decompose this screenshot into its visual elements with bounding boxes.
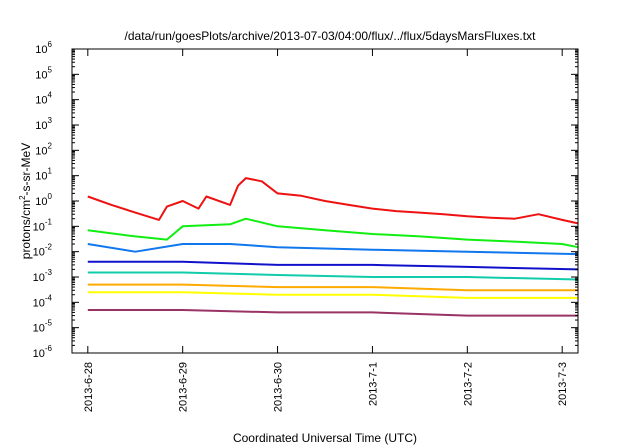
x-tick-label: 2013-7-3 xyxy=(557,362,569,406)
y-tick-label-exp: -1 xyxy=(45,217,53,226)
y-tick-label: 103 xyxy=(35,116,52,132)
y-tick-label-base: 10 xyxy=(35,120,47,132)
y-tick-label-exp: 4 xyxy=(48,91,53,100)
y-tick-label-exp: 0 xyxy=(48,192,53,201)
chart-title: /data/run/goesPlots/archive/2013-07-03/0… xyxy=(125,29,537,43)
series-line-7 xyxy=(87,291,578,299)
y-tick-label: 10-2 xyxy=(33,243,53,259)
series-layer xyxy=(87,177,579,317)
y-tick-label-base: 10 xyxy=(33,323,45,335)
y-axis-label: protons/cm2-s-sr-MeV xyxy=(18,143,33,259)
y-tick-label-exp: -3 xyxy=(45,268,53,277)
x-tick-label: 2013-7-2 xyxy=(462,362,474,406)
y-tick-label-base: 10 xyxy=(35,196,47,208)
series-line-8 xyxy=(87,309,578,317)
x-axis-label: Coordinated Universal Time (UTC) xyxy=(233,431,417,445)
y-tick-label: 106 xyxy=(35,40,52,56)
plot-frame xyxy=(71,48,579,354)
y-tick-label-base: 10 xyxy=(35,95,47,107)
y-tick-label-exp: 1 xyxy=(48,167,53,176)
y-tick-label-exp: 5 xyxy=(48,65,53,74)
y-tick-label-base: 10 xyxy=(33,247,45,259)
series-line-6 xyxy=(87,283,578,292)
y-tick-label-exp: 6 xyxy=(48,40,53,49)
y-tick-label-base: 10 xyxy=(35,171,47,183)
y-tick-label-base: 10 xyxy=(33,221,45,233)
y-axis-label-rest: -s-sr-MeV xyxy=(19,143,33,196)
y-tick-label: 10-3 xyxy=(33,268,53,284)
y-tick-label-base: 10 xyxy=(33,272,45,284)
series-line-3 xyxy=(87,243,579,256)
y-tick-label-exp: -4 xyxy=(45,293,53,302)
y-tick-label-base: 10 xyxy=(33,297,45,309)
y-tick-label: 10-5 xyxy=(33,319,53,335)
y-tick-label-base: 10 xyxy=(35,69,47,81)
y-axis-label-base: protons/cm xyxy=(19,200,33,259)
series-line-4 xyxy=(87,260,579,271)
y-tick-label: 10-1 xyxy=(33,217,53,233)
y-tick-label-base: 10 xyxy=(33,348,45,360)
y-tick-label-exp: -6 xyxy=(45,344,53,353)
x-tick-label: 2013-6-29 xyxy=(178,362,190,412)
x-tick-label: 2013-6-28 xyxy=(83,362,95,412)
y-tick-label-exp: 3 xyxy=(48,116,53,125)
y-tick-label: 104 xyxy=(35,91,52,107)
tick-layer: 10610510410310210110010-110-210-310-410-… xyxy=(33,40,578,412)
y-tick-label: 105 xyxy=(35,65,52,81)
y-tick-label: 100 xyxy=(35,192,52,208)
y-tick-label-exp: -2 xyxy=(45,243,53,252)
x-tick-label: 2013-6-30 xyxy=(273,362,285,412)
y-tick-label: 10-6 xyxy=(33,344,53,360)
y-tick-label: 101 xyxy=(35,167,52,183)
y-tick-label-base: 10 xyxy=(35,44,47,56)
y-tick-label-exp: -5 xyxy=(45,319,53,328)
y-tick-label-base: 10 xyxy=(35,145,47,157)
y-tick-label: 10-4 xyxy=(33,293,53,309)
series-line-5 xyxy=(87,271,579,281)
y-tick-label: 102 xyxy=(35,141,52,157)
y-axis-label-sup: 2 xyxy=(18,195,27,200)
series-line-1 xyxy=(87,177,579,225)
x-tick-label: 2013-7-1 xyxy=(367,362,379,406)
series-line-2 xyxy=(87,217,579,249)
y-tick-label-exp: 2 xyxy=(48,141,53,150)
